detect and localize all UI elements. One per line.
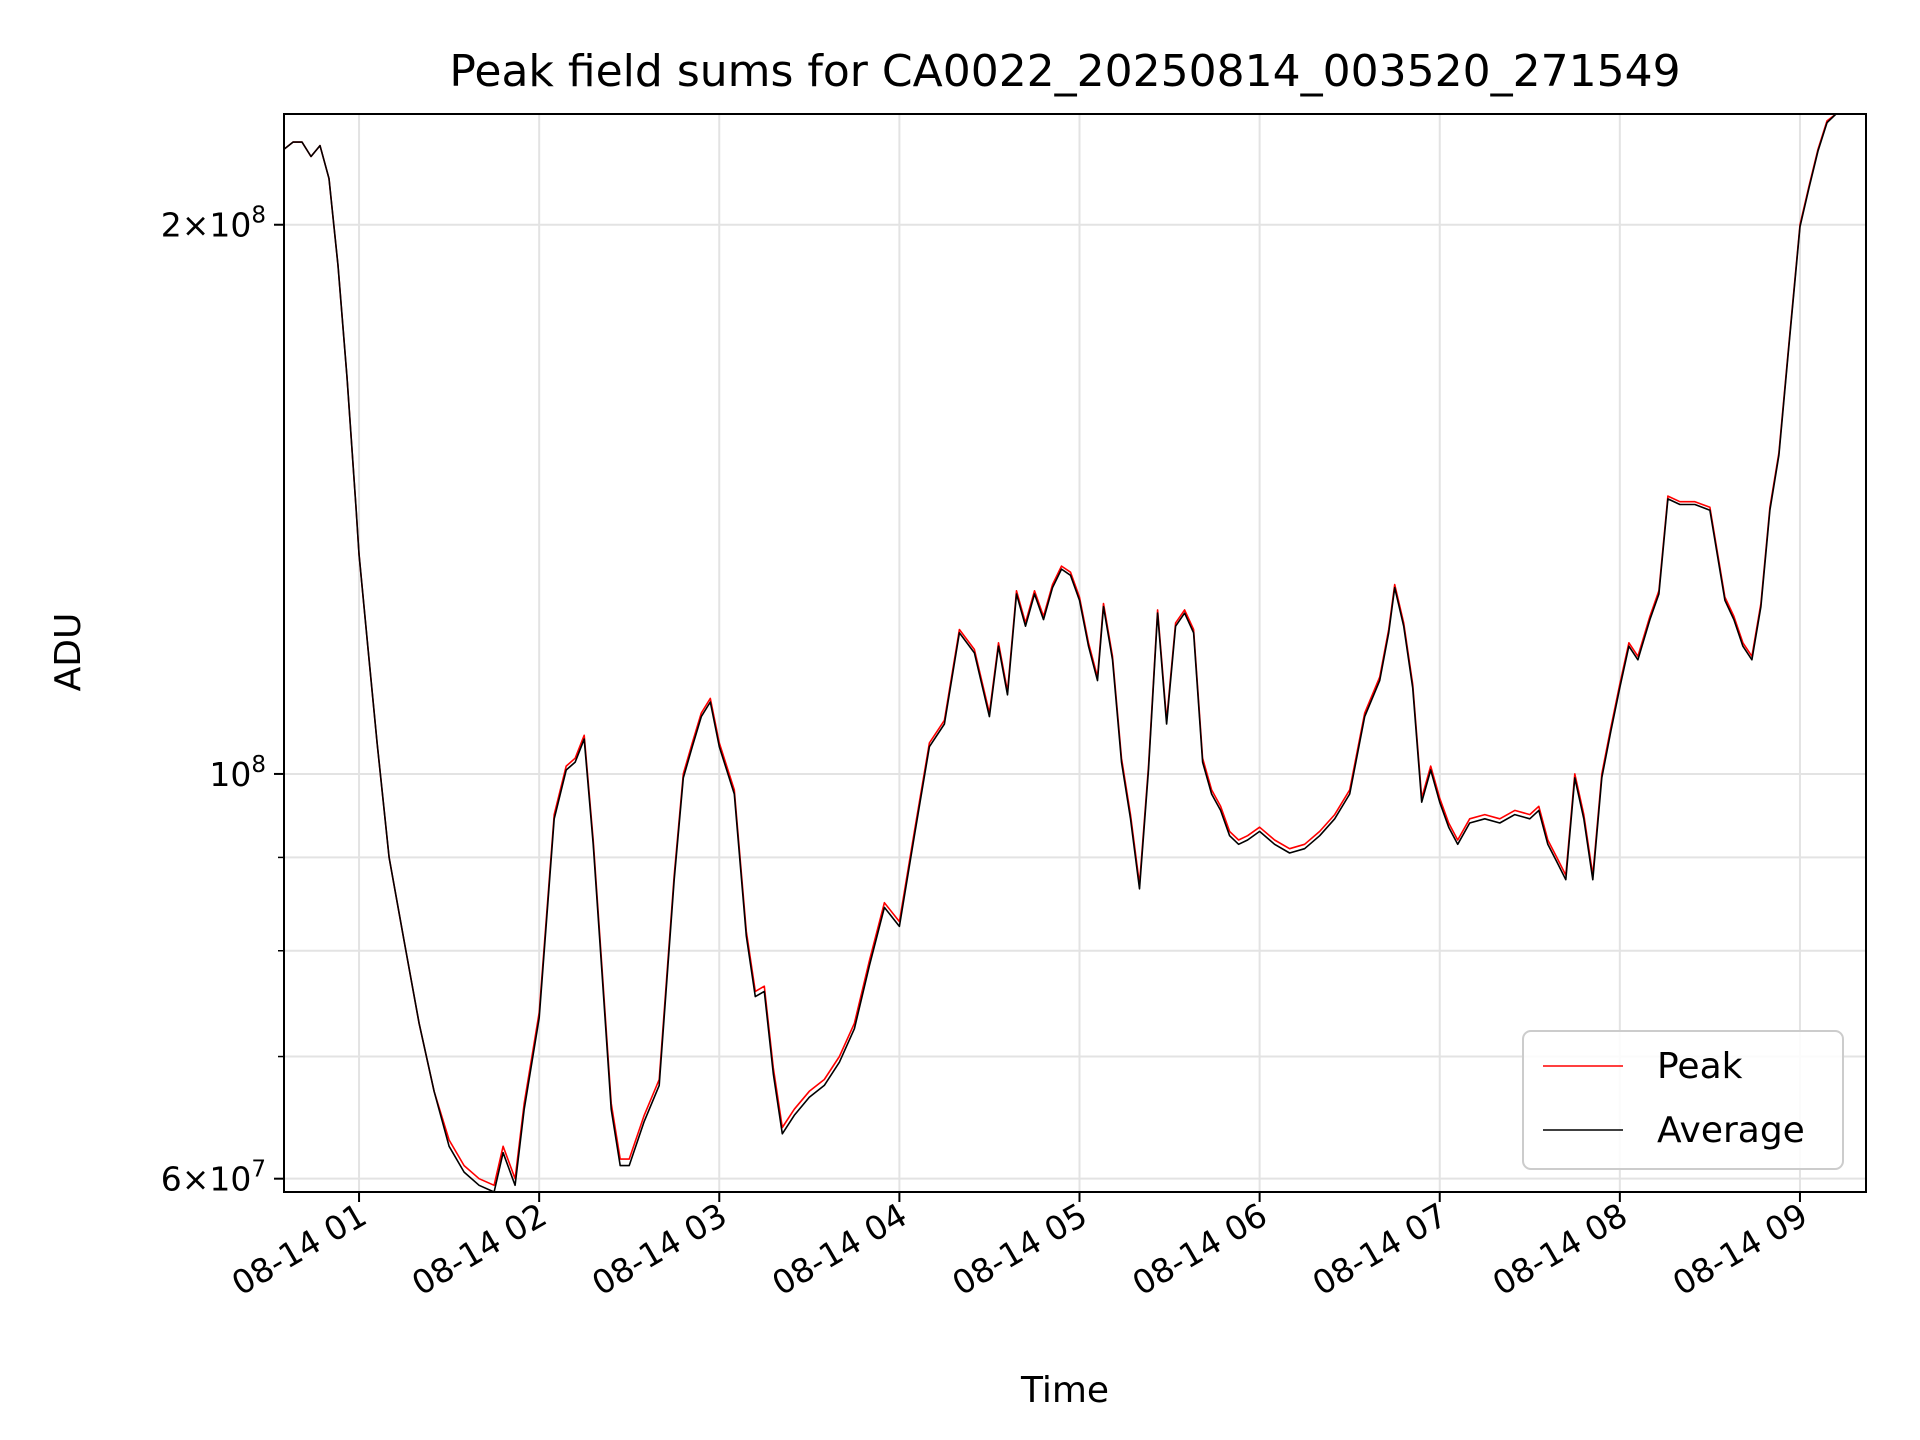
legend-label-average: Average xyxy=(1657,1110,1805,1151)
y-axis-label: ADU xyxy=(48,613,89,692)
plot-frame xyxy=(283,113,1867,1193)
series-lines xyxy=(283,113,1837,1193)
x-tick-label: 08-14 02 xyxy=(405,1195,553,1303)
x-tick-label: 08-14 07 xyxy=(1306,1195,1454,1303)
x-tick-label: 08-14 03 xyxy=(585,1195,733,1303)
x-tick-label: 08-14 01 xyxy=(225,1195,373,1303)
series-line-peak xyxy=(283,113,1837,1187)
series-line-average xyxy=(283,113,1837,1193)
x-tick-label: 08-14 08 xyxy=(1486,1195,1634,1303)
x-axis-ticks: 08-14 01 08-14 02 08-14 03 08-14 04 08-14 05… xyxy=(225,1192,1814,1303)
y-tick-label: 108 xyxy=(209,752,266,794)
legend: Peak Average xyxy=(1522,1030,1844,1170)
x-tick-label: 08-14 06 xyxy=(1126,1195,1274,1303)
legend-label-peak: Peak xyxy=(1657,1046,1743,1087)
x-tick-label: 08-14 09 xyxy=(1666,1195,1814,1303)
x-axis-label: Time xyxy=(1020,1370,1109,1411)
x-tick-label: 08-14 04 xyxy=(765,1195,913,1303)
y-tick-label: 2×108 xyxy=(161,203,266,245)
y-tick-label: 6×107 xyxy=(161,1157,266,1199)
x-tick-label: 08-14 05 xyxy=(946,1195,1094,1303)
y-axis-ticks: 6×107 108 2×108 xyxy=(161,203,284,1199)
chart-title: Peak field sums for CA0022_20250814_0035… xyxy=(449,46,1680,97)
